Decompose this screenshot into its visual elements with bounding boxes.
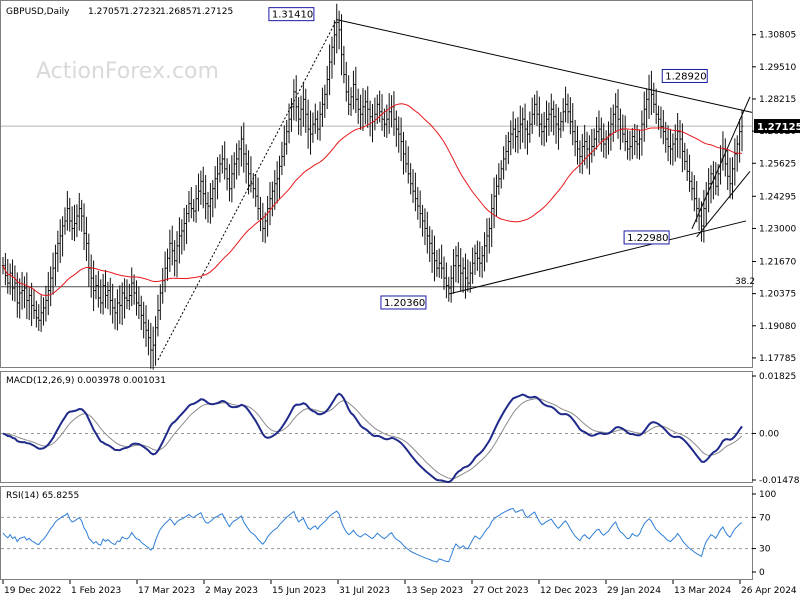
annotation-price: 1.20360 — [384, 298, 425, 309]
rsi-label: RSI(14) 65.8255 — [6, 491, 79, 501]
annotation-box — [623, 230, 670, 245]
watermark: ActionForex.com — [36, 59, 219, 84]
support-line — [448, 220, 747, 295]
dotted-trend-line — [157, 19, 338, 361]
time-tick-label: 19 Dec 2022 — [4, 586, 62, 596]
price-tick-label: 1.25625 — [759, 159, 796, 169]
time-tick-label: 2 May 2023 — [205, 586, 258, 596]
chart-title: GBPUSD,Daily — [6, 7, 70, 17]
macd-tick-label: 0.01825 — [759, 372, 796, 382]
resistance-line — [336, 19, 753, 113]
moving-average — [2, 103, 743, 297]
macd-signal-line — [2, 398, 743, 480]
price-tick-label: 1.28215 — [759, 95, 796, 105]
rsi-tick-label: 70 — [759, 513, 771, 523]
time-tick-label: 17 Mar 2023 — [138, 586, 195, 596]
ohlc-high: 1.27232 — [124, 7, 161, 17]
rsi-tick-label: 30 — [759, 545, 771, 555]
price-axis: 1.308051.295101.282151.269201.256251.242… — [752, 31, 796, 364]
macd-lines — [1, 392, 752, 484]
price-tick-label: 1.17785 — [759, 354, 796, 364]
time-tick-label: 12 Dec 2023 — [540, 586, 598, 596]
rsi-line — [2, 507, 743, 563]
price-tick-label: 1.29510 — [759, 63, 796, 73]
main-panel — [0, 0, 753, 368]
time-tick-label: 29 Jan 2024 — [607, 586, 661, 596]
ohlc-low: 1.26857 — [160, 7, 197, 17]
macd-main-line — [2, 392, 743, 484]
annotation-price: 1.31410 — [272, 10, 313, 21]
price-tick-label: 1.20375 — [759, 290, 796, 300]
time-tick-label: 27 Oct 2023 — [473, 586, 529, 596]
time-tick-label: 26 Apr 2024 — [741, 586, 797, 596]
time-tick-label: 31 Jul 2023 — [339, 586, 390, 596]
main-grid: 38.2 — [1, 125, 755, 288]
ohlc-close: 1.27125 — [196, 7, 233, 17]
price-tick-label: 1.21670 — [759, 257, 796, 267]
price-tick-label: 1.19080 — [759, 322, 796, 332]
current-price-value: 1.27125 — [757, 122, 800, 133]
trend-lines — [157, 19, 753, 361]
annotation-box — [268, 7, 315, 22]
time-tick-label: 13 Mar 2024 — [674, 586, 731, 596]
rsi-panel — [0, 486, 753, 580]
annotations: 1.31410 1.28920 1.20360 1.22980 1.27125 — [268, 7, 800, 310]
ohlc-open: 1.27057 — [88, 7, 125, 17]
macd-panel — [0, 371, 753, 483]
price-tick-label: 1.30805 — [759, 31, 796, 41]
annotation-price: 1.28920 — [665, 71, 706, 82]
moving-average-line — [2, 103, 743, 297]
macd-tick-label: -0.01478 — [759, 476, 800, 486]
time-tick-label: 1 Feb 2023 — [71, 586, 121, 596]
annotation-box — [661, 68, 708, 83]
channel-lower-line — [696, 171, 751, 238]
annotation-price: 1.22980 — [627, 233, 668, 244]
macd-tick-label: 0.00 — [759, 429, 779, 439]
fib-level-label: 38.2 — [735, 277, 755, 287]
rsi-axis: 100 70 30 0 — [752, 490, 776, 578]
macd-axis: 0.01825 0.00 -0.01478 — [752, 372, 800, 486]
rsi-tick-label: 0 — [759, 568, 765, 578]
price-tick-label: 1.23000 — [759, 224, 796, 234]
price-tick-label: 1.24295 — [759, 192, 796, 202]
time-tick-label: 15 Jun 2023 — [272, 586, 326, 596]
rsi-line — [1, 507, 752, 563]
annotation-box — [380, 295, 427, 310]
macd-label: MACD(12,26,9) 0.003978 0.001031 — [6, 376, 166, 386]
candles — [1, 3, 744, 370]
rsi-tick-label: 100 — [759, 490, 776, 500]
time-axis: 19 Dec 2022 1 Feb 2023 17 Mar 2023 2 May 20… — [2, 580, 797, 596]
current-price-tag — [754, 119, 800, 134]
time-tick-label: 13 Sep 2023 — [406, 586, 463, 596]
